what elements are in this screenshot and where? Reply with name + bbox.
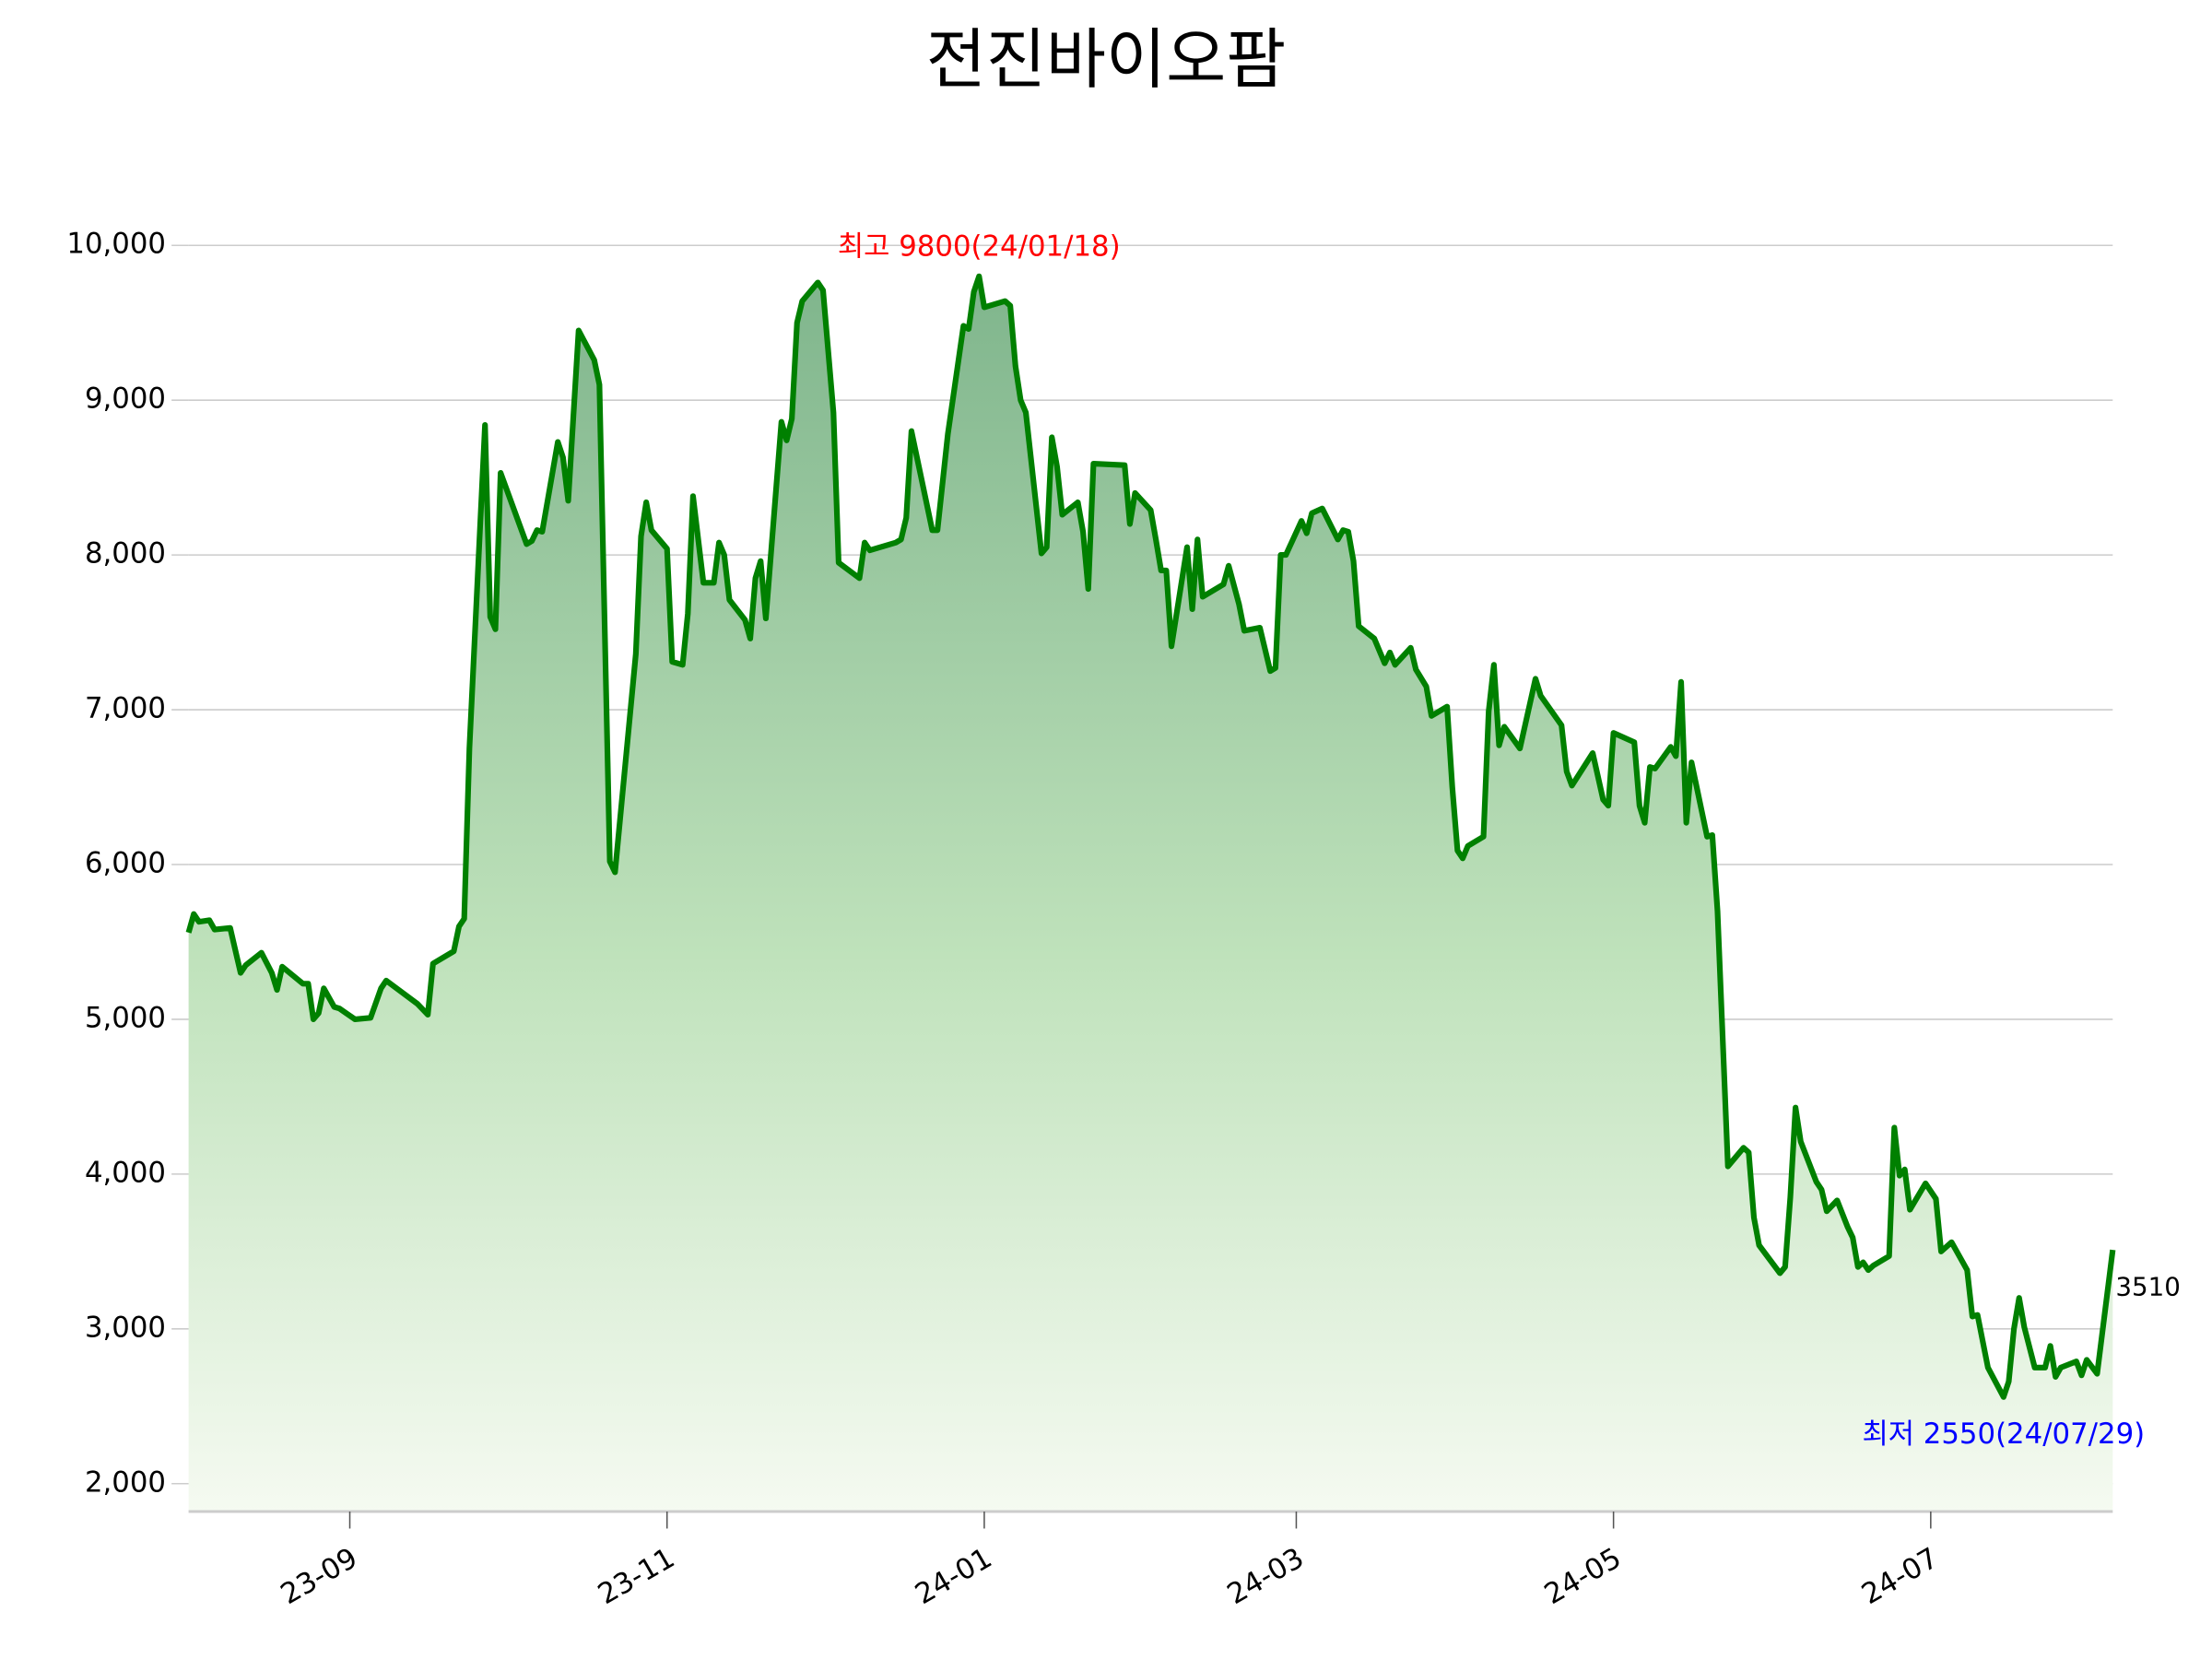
x-tick-label: 24-05 [1539, 1541, 1627, 1611]
y-tick-label: 7,000 [85, 692, 166, 725]
y-tick-label: 6,000 [85, 846, 166, 879]
y-tick-label: 3,000 [85, 1311, 166, 1344]
y-tick-label: 10,000 [66, 228, 166, 261]
x-tick-label: 24-07 [1856, 1541, 1944, 1611]
x-tick-label: 24-01 [910, 1541, 997, 1611]
x-tick-label: 23-11 [593, 1541, 680, 1611]
last-value-label: 3510 [2115, 1272, 2180, 1302]
y-tick-label: 5,000 [85, 1001, 166, 1034]
x-tick-label: 24-03 [1221, 1541, 1309, 1611]
max-annotation: 최고 9800(24/01/18) [838, 230, 1121, 264]
x-tick-label: 23-09 [276, 1541, 363, 1611]
y-tick-label: 4,000 [85, 1156, 166, 1189]
min-annotation: 최저 2550(24/07/29) [1862, 1418, 2145, 1451]
y-tick-label: 2,000 [85, 1465, 166, 1499]
area [188, 276, 2113, 1512]
y-tick-label: 9,000 [85, 382, 166, 416]
price-line [185, 273, 2116, 1400]
chart-title: 전진바이오팜 [926, 21, 1287, 98]
y-tick-label: 8,000 [85, 537, 166, 571]
